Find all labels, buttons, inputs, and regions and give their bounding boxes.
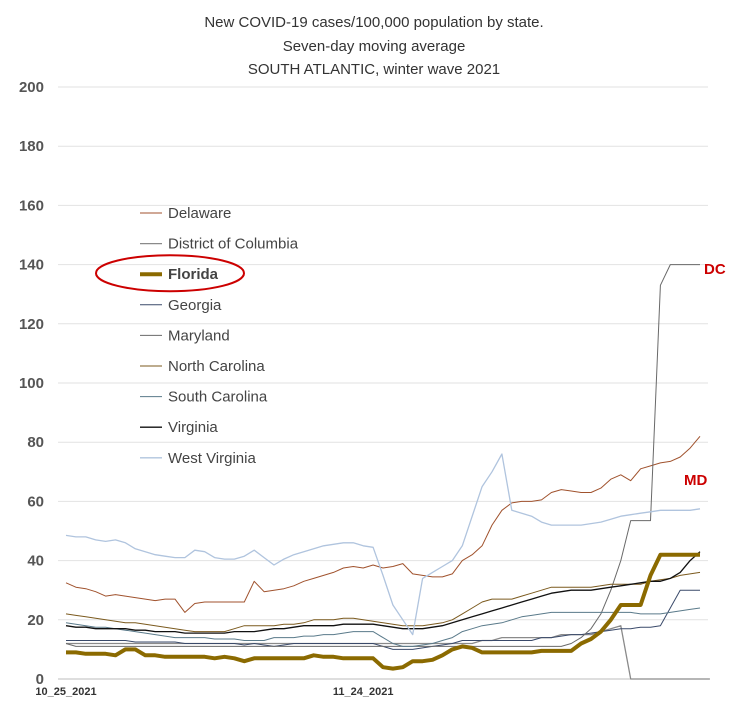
legend-label-district-of-columbia: District of Columbia [168, 236, 299, 253]
chart-title: New COVID-19 cases/100,000 population by… [204, 14, 543, 78]
x-tick-label: 10_25_2021 [35, 686, 96, 698]
series-line-district-of-columbia [66, 625, 710, 680]
legend-label-florida: Florida [168, 266, 219, 283]
x-axis: 10_25_2021 11_24_2021 [35, 686, 393, 698]
chart-title-line-1: New COVID-19 cases/100,000 population by… [204, 14, 543, 31]
y-tick-label: 120 [19, 316, 44, 333]
series-line-west-virginia [65, 453, 701, 636]
legend-label-north-carolina: North Carolina [168, 358, 265, 375]
legend-label-georgia: Georgia [168, 297, 222, 314]
y-tick-label: 60 [27, 493, 44, 510]
y-tick-label: 160 [19, 197, 44, 214]
series-line-virginia [65, 551, 701, 634]
y-tick-label: 140 [19, 257, 44, 274]
series-line-north-carolina [65, 571, 701, 633]
gridlines [58, 86, 708, 680]
legend-label-south-carolina: South Carolina [168, 389, 268, 406]
legend: Delaware District of Columbia Florida Georg… [95, 205, 299, 467]
series-lines [65, 264, 710, 680]
y-tick-label: 40 [27, 553, 44, 570]
y-tick-label: 20 [27, 612, 44, 629]
annotation-dc: DC [704, 261, 726, 278]
y-tick-label: 0 [36, 671, 44, 688]
y-tick-label: 180 [19, 138, 44, 155]
legend-label-virginia: Virginia [168, 419, 218, 436]
legend-label-west-virginia: West Virginia [168, 450, 256, 467]
y-tick-label: 80 [27, 434, 44, 451]
annotations: DC MD [684, 261, 726, 489]
legend-label-delaware: Delaware [168, 205, 231, 222]
x-tick-label: 11_24_2021 [333, 686, 394, 698]
legend-label-maryland: Maryland [168, 327, 230, 344]
y-tick-label: 100 [19, 375, 44, 392]
chart-title-line-3: SOUTH ATLANTIC, winter wave 2021 [248, 61, 500, 78]
annotation-md: MD [684, 472, 707, 489]
series-line-delaware [65, 435, 701, 613]
series-line-florida [66, 552, 700, 671]
highlight-ellipse [95, 254, 245, 293]
series-line-maryland [65, 264, 700, 647]
y-axis: 0 20 40 60 80 100 120 140 160 180 200 [19, 79, 44, 688]
y-tick-label: 200 [19, 79, 44, 96]
chart-title-line-2: Seven-day moving average [283, 38, 466, 55]
series-line-south-carolina [65, 607, 701, 647]
